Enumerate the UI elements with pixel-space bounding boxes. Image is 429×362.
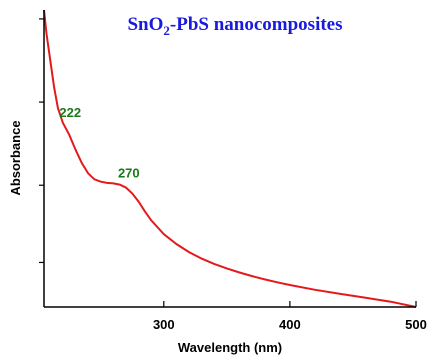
peak-label-270: 270 <box>118 166 140 181</box>
x-ticks: 300 400 500 <box>153 301 427 332</box>
title-part2: -PbS nanocomposites <box>170 14 343 35</box>
peak-label-222: 222 <box>59 105 81 120</box>
y-ticks <box>39 18 44 264</box>
title-subscript: 2 <box>163 23 170 38</box>
x-tick-label: 300 <box>153 317 175 332</box>
x-tick-label: 500 <box>405 317 427 332</box>
absorbance-curve <box>43 9 417 308</box>
x-tick-label: 400 <box>279 317 301 332</box>
chart-title: SnO2-PbS nanocomposites <box>127 14 342 38</box>
x-axis-label: Wavelength (nm) <box>178 340 282 355</box>
peak-annotations: 222 270 <box>59 105 139 181</box>
y-axis-label: Absorbance <box>8 120 23 195</box>
title-part1: SnO <box>127 14 163 35</box>
